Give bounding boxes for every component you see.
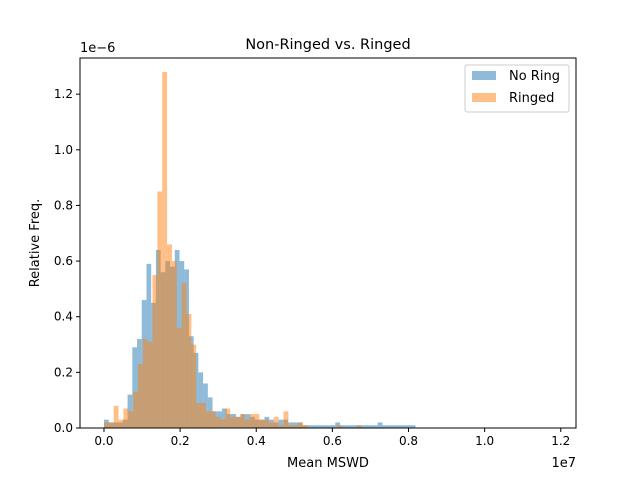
bar	[181, 283, 187, 428]
y-axis-label: Relative Freq.	[28, 199, 43, 288]
bar	[132, 347, 138, 428]
bar	[230, 416, 236, 428]
bar	[157, 191, 163, 428]
bar	[278, 425, 284, 428]
bar	[377, 422, 383, 428]
bar	[215, 416, 221, 428]
x-offset-text: 1e7	[551, 456, 576, 471]
bar	[118, 419, 124, 428]
bar	[244, 419, 250, 428]
bar	[249, 414, 255, 428]
bar	[339, 425, 345, 428]
bar	[306, 425, 312, 428]
bar	[382, 425, 388, 428]
bar	[201, 402, 206, 428]
y-tick-label: 1.0	[54, 143, 73, 157]
bar	[108, 422, 114, 428]
bar	[330, 425, 336, 428]
bar	[205, 411, 211, 428]
bar	[196, 402, 202, 428]
plot-frame	[79, 57, 577, 429]
bar	[264, 419, 269, 428]
bar	[167, 244, 172, 428]
bar	[349, 425, 355, 428]
x-tick-label: 0.4	[247, 434, 266, 448]
y-offset-text: 1e−6	[80, 41, 115, 56]
bar	[113, 405, 119, 428]
bar	[278, 419, 284, 428]
legend: No Ring Ringed	[464, 64, 570, 113]
bar	[325, 425, 331, 428]
bar	[162, 71, 168, 428]
bar	[254, 414, 260, 428]
x-tick-label: 0.2	[171, 434, 190, 448]
bar	[123, 408, 129, 428]
y-tick-label: 0.4	[54, 310, 73, 324]
bar	[239, 414, 245, 428]
bars-layer	[103, 71, 416, 428]
bar	[368, 425, 374, 428]
x-tick-label: 1.2	[551, 434, 570, 448]
bar	[410, 425, 416, 428]
bar	[363, 425, 369, 428]
y-tick-label: 0.8	[54, 198, 73, 212]
legend-swatch-ringed	[472, 93, 496, 102]
bar	[316, 425, 322, 428]
x-axis-label: Mean MSWD	[287, 456, 369, 471]
bar	[220, 419, 226, 428]
bar	[221, 408, 227, 428]
bar	[152, 274, 158, 428]
bar	[387, 425, 392, 428]
ticks-layer: 0.0 0.2 0.4 0.6 0.8 1.0 1.2 0.0 0.2 0.4 0.6 0.8 1.0 1…	[54, 87, 570, 448]
bar	[288, 425, 294, 428]
bar	[191, 344, 197, 428]
x-tick-label: 1.0	[475, 434, 494, 448]
bar	[269, 422, 274, 428]
legend-label-ringed: Ringed	[509, 91, 554, 106]
legend-swatch-no-ring	[472, 71, 496, 80]
bar	[210, 411, 216, 428]
bar	[273, 416, 279, 428]
y-tick-label: 0.0	[54, 421, 73, 435]
bar	[147, 341, 153, 428]
x-tick-label: 0.8	[399, 434, 418, 448]
bar	[391, 425, 397, 428]
bar	[176, 327, 182, 428]
bar	[225, 408, 231, 428]
bar	[356, 425, 362, 428]
bar	[336, 425, 342, 428]
legend-label-no-ring: No Ring	[509, 69, 560, 84]
bar	[133, 391, 138, 428]
bar	[406, 425, 411, 428]
bar	[186, 313, 192, 428]
bar	[298, 422, 303, 428]
x-tick-label: 0.6	[323, 434, 342, 448]
y-tick-label: 0.2	[54, 365, 73, 379]
bar	[396, 425, 402, 428]
bar	[198, 372, 204, 428]
bar	[235, 416, 240, 428]
bar	[358, 425, 364, 428]
x-tick-label: 0.0	[94, 434, 113, 448]
bar	[321, 425, 326, 428]
bar	[103, 422, 109, 428]
bar	[311, 425, 317, 428]
bar	[302, 425, 308, 428]
y-tick-label: 0.6	[54, 254, 73, 268]
chart-title: Non-Ringed vs. Ringed	[245, 37, 410, 53]
bar	[128, 411, 134, 428]
y-tick-label: 1.2	[54, 87, 73, 101]
bar	[401, 425, 407, 428]
bar	[373, 425, 378, 428]
bar	[137, 364, 143, 428]
bar	[283, 411, 289, 428]
bar	[142, 338, 148, 428]
bar	[293, 425, 299, 428]
bar	[259, 419, 265, 428]
bar	[344, 425, 350, 428]
series-ringed	[103, 71, 362, 428]
bar	[171, 261, 177, 428]
